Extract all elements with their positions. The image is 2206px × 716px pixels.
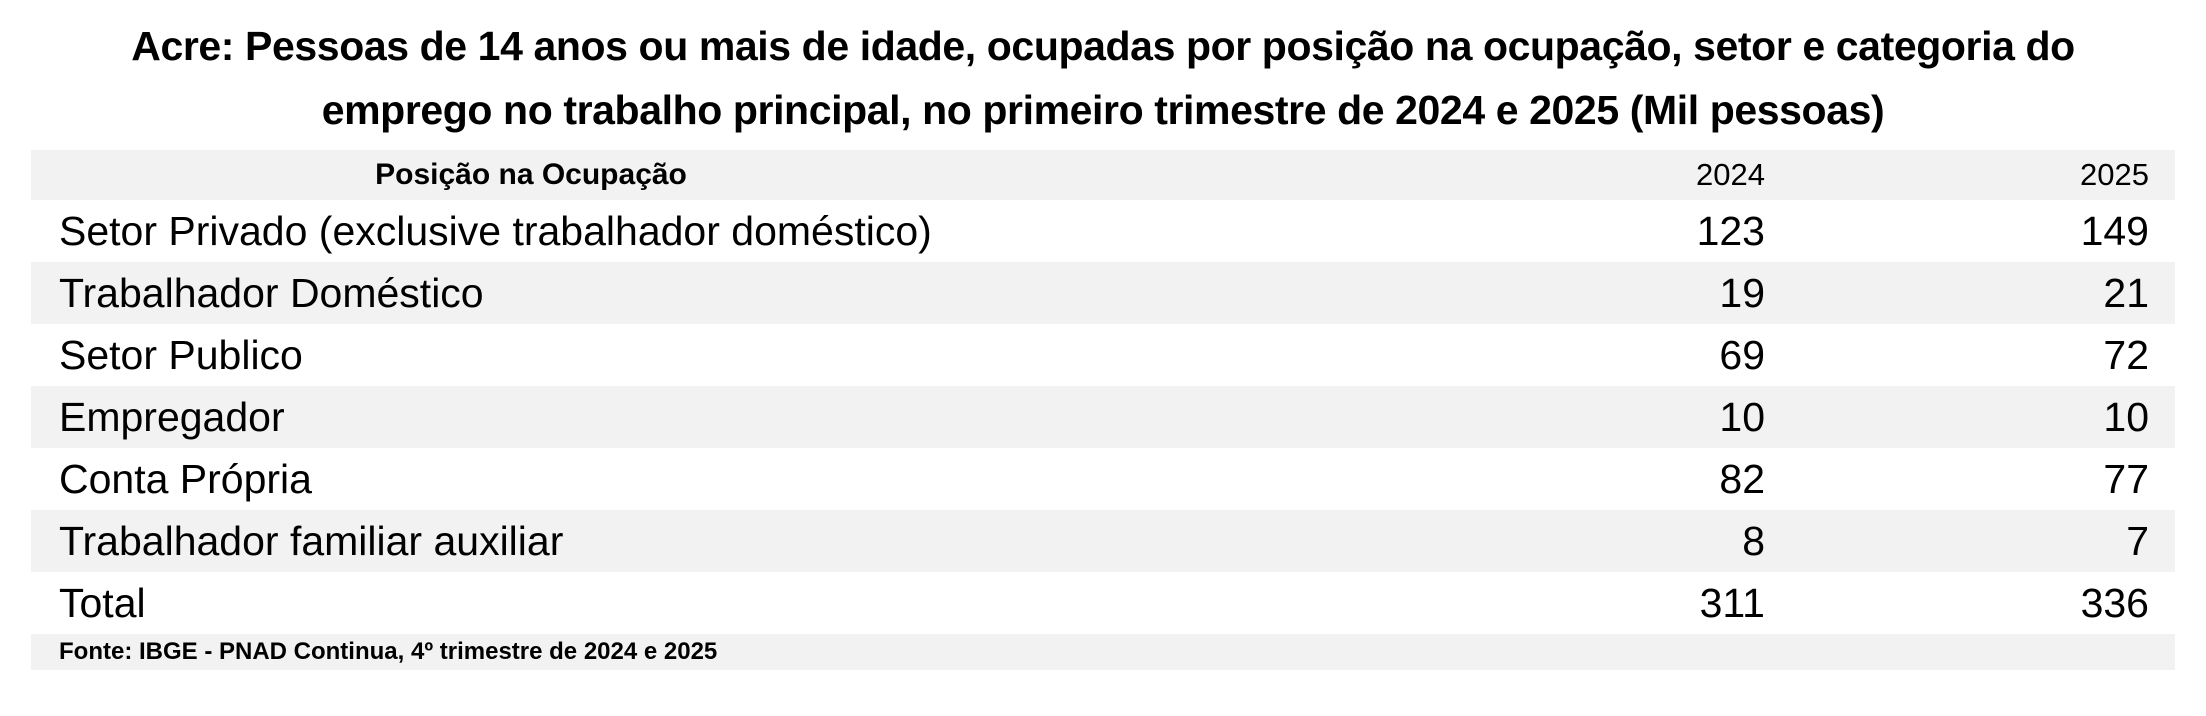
row-label: Total	[59, 579, 146, 626]
value-2024: 123	[1696, 207, 1765, 254]
page-title: Acre: Pessoas de 14 anos ou mais de idad…	[0, 14, 2206, 142]
header-2024: 2024	[1696, 157, 1765, 192]
value-2024: 10	[1719, 393, 1765, 440]
row-label: Setor Privado (exclusive trabalhador dom…	[59, 207, 932, 254]
header-posicao: Posição na Ocupação	[375, 158, 687, 191]
table-row: Empregador 10 10	[31, 386, 2175, 448]
value-2025: 336	[2080, 579, 2149, 626]
table-row: Trabalhador familiar auxiliar 8 7	[31, 510, 2175, 572]
value-2025: 149	[2080, 207, 2149, 254]
value-2024: 19	[1719, 269, 1765, 316]
data-table: Posição na Ocupação 2024 2025 Setor Priv…	[31, 150, 2175, 670]
table-row: Trabalhador Doméstico 19 21	[31, 262, 2175, 324]
value-2025: 10	[2103, 393, 2149, 440]
table-row: Setor Privado (exclusive trabalhador dom…	[31, 200, 2175, 262]
row-label: Empregador	[59, 393, 285, 440]
table-header-row: Posição na Ocupação 2024 2025	[31, 150, 2175, 200]
value-2024: 311	[1699, 579, 1765, 626]
value-2024: 69	[1719, 331, 1765, 378]
row-label: Trabalhador Doméstico	[59, 269, 484, 316]
table-row: Setor Publico 69 72	[31, 324, 2175, 386]
value-2025: 77	[2103, 455, 2149, 502]
value-2024: 82	[1719, 455, 1765, 502]
row-label: Conta Própria	[59, 455, 312, 502]
value-2025: 7	[2126, 517, 2149, 564]
table-row-total: Total 311 336	[31, 572, 2175, 634]
row-label: Setor Publico	[59, 331, 303, 378]
table-footer-row: Fonte: IBGE - PNAD Continua, 4º trimestr…	[31, 634, 2175, 670]
value-2025: 72	[2103, 331, 2149, 378]
title-line-2: emprego no trabalho principal, no primei…	[321, 87, 1885, 133]
value-2024: 8	[1742, 517, 1765, 564]
value-2025: 21	[2103, 269, 2149, 316]
title-line-1: Acre: Pessoas de 14 anos ou mais de idad…	[131, 23, 2075, 69]
table-row: Conta Própria 82 77	[31, 448, 2175, 510]
header-2025: 2025	[2080, 157, 2149, 192]
row-label: Trabalhador familiar auxiliar	[59, 517, 564, 564]
source-note: Fonte: IBGE - PNAD Continua, 4º trimestr…	[59, 638, 718, 665]
